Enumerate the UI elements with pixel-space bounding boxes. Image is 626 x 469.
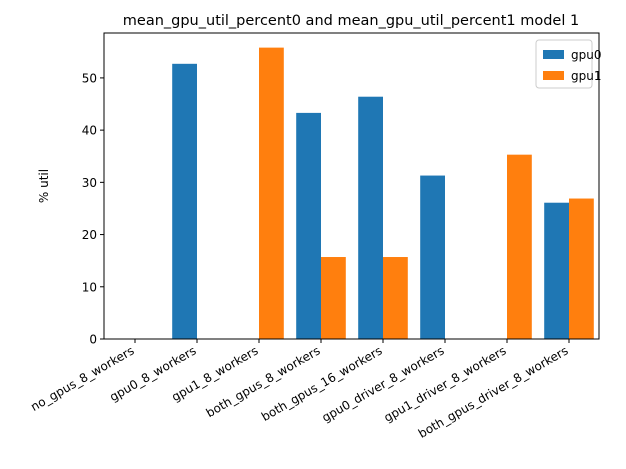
bar-gpu1-both_gpus_16_workers (383, 257, 408, 339)
legend-swatch-gpu1 (543, 71, 564, 80)
bar-gpu1-both_gpus_8_workers (321, 257, 346, 339)
bar-gpu1-gpu1_driver_8_workers (507, 154, 532, 339)
bar-gpu0-both_gpus_driver_8_workers (544, 202, 569, 339)
x-tick-label: no_gpus_8_workers (28, 343, 136, 414)
legend-swatch-gpu0 (543, 50, 564, 59)
bar-gpu1-gpu1_8_workers (259, 47, 284, 340)
y-tick-label: 30 (82, 176, 97, 190)
legend-label-gpu0: gpu0 (571, 48, 601, 62)
legend-label-gpu1: gpu1 (571, 69, 601, 83)
y-tick-label: 10 (82, 280, 97, 294)
bar-gpu0-gpu0_8_workers (172, 63, 197, 340)
plot-frame (103, 32, 600, 340)
bar-gpu0-both_gpus_8_workers (296, 112, 321, 339)
y-tick-label: 0 (89, 333, 97, 347)
y-axis-label: % util (37, 169, 51, 203)
chart-title: mean_gpu_util_percent0 and mean_gpu_util… (123, 13, 579, 29)
bar-gpu0-both_gpus_16_workers (358, 96, 383, 339)
y-ticks-group: 0 10 20 30 40 50 (82, 71, 104, 347)
y-tick-label: 50 (82, 71, 97, 85)
y-tick-label: 20 (82, 228, 97, 242)
y-tick-label: 40 (82, 124, 97, 138)
bar-gpu1-both_gpus_driver_8_workers (569, 198, 594, 339)
bars-group (172, 47, 594, 340)
x-ticks-group: no_gpus_8_workersgpu0_8_workersgpu1_8_wo… (28, 339, 571, 441)
legend: gpu0 gpu1 (535, 39, 601, 89)
bar-gpu0-gpu0_driver_8_workers (420, 175, 445, 339)
